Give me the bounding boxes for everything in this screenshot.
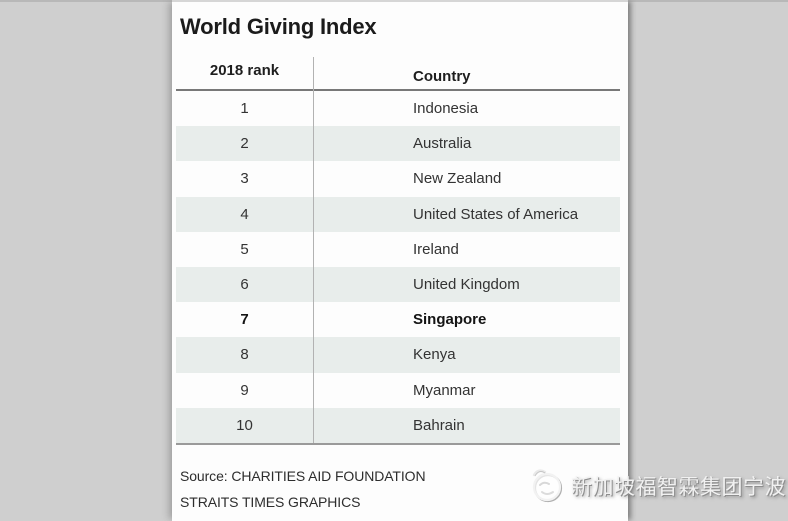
top-edge-divider — [0, 0, 788, 2]
rank-cell: 5 — [240, 240, 249, 258]
table-row: 5 Ireland — [176, 232, 620, 267]
rank-cell: 7 — [240, 311, 249, 329]
country-cell: United States of America — [413, 205, 579, 223]
country-cell: Kenya — [413, 346, 456, 364]
country-cell: New Zealand — [413, 170, 502, 188]
credit-text: STRAITS TIMES GRAPHICS — [180, 494, 361, 510]
table-row: 9 Myanmar — [176, 373, 620, 408]
table-row: 1 Indonesia — [176, 91, 620, 126]
table-row: 8 Kenya — [176, 337, 620, 373]
country-cell: Bahrain — [413, 416, 465, 434]
column-header-rank: 2018 rank — [209, 62, 280, 79]
country-cell: Singapore — [413, 311, 487, 329]
table-header: 2018 rank Country — [176, 57, 620, 91]
rank-cell: 10 — [236, 416, 253, 434]
country-cell: Indonesia — [413, 100, 479, 118]
table-card: World Giving Index 2018 rank Country 1 I… — [172, 0, 628, 521]
country-cell: Myanmar — [413, 381, 476, 399]
source-text: Source: CHARITIES AID FOUNDATION — [180, 468, 426, 484]
column-divider — [313, 57, 314, 443]
table-row: 4 United States of America — [176, 196, 620, 232]
table-row-highlighted: 7 Singapore — [176, 302, 620, 337]
rank-cell: 8 — [240, 346, 249, 364]
column-header-country: Country — [413, 68, 471, 85]
table-row: 6 United Kingdom — [176, 266, 620, 303]
rank-cell: 2 — [240, 135, 249, 153]
country-cell: Ireland — [413, 240, 459, 258]
table-row: 3 New Zealand — [176, 161, 620, 196]
country-cell: Australia — [413, 135, 472, 153]
rank-cell: 3 — [240, 170, 249, 188]
rank-cell: 4 — [240, 205, 249, 223]
table-row: 10 Bahrain — [176, 407, 620, 443]
rank-cell: 1 — [240, 100, 249, 118]
table-body: 1 Indonesia 2 Australia 3 New Zealand 4 … — [176, 91, 620, 445]
rank-cell: 6 — [240, 276, 249, 294]
ranking-table: 2018 rank Country 1 Indonesia 2 Australi… — [176, 57, 620, 445]
rank-cell: 9 — [240, 381, 249, 399]
country-cell: United Kingdom — [413, 276, 520, 294]
table-row: 2 Australia — [176, 126, 620, 162]
page-title: World Giving Index — [180, 14, 377, 39]
source-block: Source: CHARITIES AID FOUNDATION STRAITS… — [180, 463, 426, 515]
